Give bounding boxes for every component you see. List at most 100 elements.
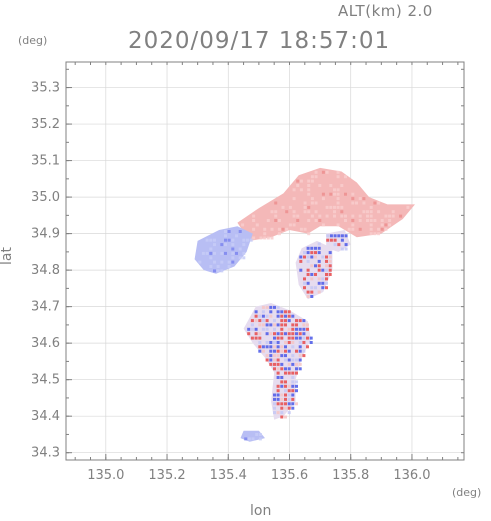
echo-speckle: [261, 319, 265, 323]
echo-region-fill: [194, 226, 253, 274]
echo-speckle: [284, 354, 287, 358]
echo-speckle: [249, 238, 253, 242]
echo-speckle: [344, 214, 347, 218]
echo-speckle: [227, 265, 231, 268]
echo-speckle: [388, 223, 392, 227]
echo-speckle: [254, 327, 258, 331]
echo-speckle: [284, 367, 287, 371]
echo-speckle: [344, 243, 348, 247]
echo-speckle: [280, 345, 284, 349]
echo-speckle: [317, 268, 321, 272]
echo-speckle: [276, 341, 280, 344]
echo-speckle: [269, 345, 273, 349]
echo-speckle: [406, 205, 410, 209]
echo-speckle: [314, 273, 317, 276]
y-tick-label: 34.5: [31, 373, 60, 388]
echo-speckle: [358, 197, 362, 201]
echo-speckle: [213, 238, 216, 242]
echo-speckle: [325, 286, 328, 290]
echo-speckle: [291, 314, 295, 318]
echo-speckle: [325, 205, 329, 209]
echo-speckle: [284, 380, 287, 384]
echo-speckle: [284, 358, 287, 362]
echo-speckle: [325, 281, 328, 285]
echo-speckle: [287, 384, 291, 388]
echo-speckle: [314, 201, 318, 205]
echo-speckle: [321, 192, 325, 196]
echo-speckle: [317, 246, 321, 250]
echo-speckle: [263, 236, 267, 240]
echo-speckle: [321, 277, 325, 281]
echo-speckle: [276, 345, 280, 349]
echo-speckle: [325, 214, 329, 218]
echo-speckle: [213, 251, 216, 255]
echo-speckle: [220, 251, 224, 255]
echo-speckle: [325, 268, 328, 272]
echo-speckle: [280, 310, 284, 314]
echo-speckle: [310, 295, 314, 298]
echo-speckle: [362, 210, 366, 214]
echo-speckle: [337, 243, 341, 247]
echo-speckle: [321, 268, 325, 272]
echo-speckle: [384, 223, 388, 227]
echo-speckle: [277, 219, 281, 222]
echo-speckle: [291, 376, 295, 379]
echo-speckle: [231, 251, 235, 255]
echo-speckle: [303, 277, 306, 281]
echo-speckle: [358, 227, 362, 231]
echo-speckle: [280, 323, 284, 327]
echo-speckle: [280, 397, 284, 401]
y-axis-unit: (deg): [18, 34, 48, 47]
echo-speckle: [205, 238, 209, 242]
echo-speckle: [362, 197, 366, 201]
echo-speckle: [380, 227, 384, 231]
echo-speckle: [299, 227, 303, 231]
echo-speckle: [273, 354, 276, 358]
echo-speckle: [263, 232, 267, 236]
echo-speckle: [276, 354, 280, 358]
echo-region-west-negative: [194, 226, 253, 274]
echo-speckle: [310, 246, 314, 250]
echo-speckle: [358, 219, 362, 222]
echo-speckle: [366, 214, 369, 218]
echo-speckle: [325, 170, 329, 174]
echo-speckle: [295, 371, 298, 375]
x-tick-label: 135.2: [148, 468, 185, 483]
echo-speckle: [369, 205, 373, 209]
echo-speckle: [280, 376, 284, 379]
echo-speckle: [333, 234, 337, 238]
echo-speckle: [306, 336, 309, 340]
echo-speckle: [224, 234, 227, 238]
echo-speckle: [340, 214, 344, 218]
echo-speckle: [280, 415, 284, 419]
echo-speckle: [310, 277, 314, 281]
echo-speckle: [298, 332, 302, 336]
echo-speckle: [276, 397, 280, 401]
echo-speckle: [299, 259, 303, 263]
echo-speckle: [284, 402, 287, 406]
altitude-label: ALT(km) 2.0: [338, 2, 433, 20]
echo-speckle: [284, 310, 287, 314]
echo-speckle: [299, 188, 303, 192]
echo-speckle: [295, 389, 298, 393]
echo-speckle: [258, 345, 262, 349]
echo-speckle: [287, 336, 291, 340]
echo-speckle: [377, 201, 381, 205]
echo-speckle: [238, 256, 242, 260]
echo-speckle: [325, 273, 328, 276]
echo-speckle: [366, 210, 369, 214]
echo-speckle: [310, 214, 314, 218]
echo-speckle: [328, 251, 332, 255]
echo-speckle: [317, 242, 321, 246]
echo-speckle: [284, 384, 287, 388]
echo-speckle: [310, 286, 314, 290]
echo-speckle: [238, 247, 242, 251]
echo-speckle: [254, 332, 258, 336]
echo-speckle: [314, 251, 317, 255]
echo-speckle: [310, 290, 314, 294]
echo-speckle: [369, 214, 373, 218]
echo-regions: [194, 167, 415, 442]
echo-speckle: [295, 336, 298, 340]
echo-speckle: [336, 175, 340, 179]
echo-speckle: [307, 188, 311, 192]
